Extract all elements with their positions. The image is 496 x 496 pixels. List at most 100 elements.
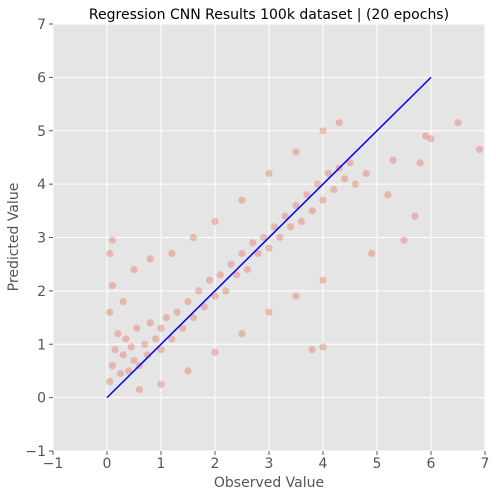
scatter-point [119, 351, 127, 359]
scatter-point [125, 367, 133, 375]
scatter-point [152, 335, 160, 343]
scatter-point [416, 159, 424, 167]
scatter-point [265, 244, 273, 252]
y-tick-label: 7 [37, 17, 46, 33]
scatter-point [130, 356, 138, 364]
scatter-point [319, 276, 327, 284]
scatter-point [319, 343, 327, 351]
scatter-point [292, 201, 300, 210]
x-tick-label: −1 [43, 456, 64, 472]
data-points [106, 119, 484, 394]
scatter-point [243, 265, 251, 274]
scatter-point [319, 196, 327, 204]
y-tick-label: −1 [25, 444, 46, 460]
scatter-point [335, 119, 343, 127]
scatter-point [454, 119, 462, 127]
scatter-point [238, 196, 246, 204]
scatter-point [108, 281, 116, 290]
x-tick-label: 1 [157, 456, 166, 472]
scatter-point [368, 249, 376, 258]
scatter-point [119, 298, 127, 306]
y-tick-label: 3 [37, 231, 46, 247]
scatter-point [111, 346, 119, 354]
scatter-point [195, 287, 203, 295]
scatter-point [114, 330, 122, 338]
y-tick-label: 2 [37, 284, 46, 300]
scatter-point [116, 370, 125, 378]
x-tick-label: 5 [373, 456, 382, 472]
scatter-point [135, 386, 143, 394]
scatter-point [179, 324, 187, 332]
scatter-point [384, 191, 392, 199]
scatter-point [297, 217, 305, 226]
scatter-point [122, 335, 130, 343]
x-tick-label: 7 [481, 456, 490, 472]
scatter-point [133, 324, 141, 332]
y-tick-label: 1 [37, 337, 46, 353]
scatter-point [157, 380, 165, 388]
scatter-point [130, 265, 138, 274]
scatter-point [276, 233, 284, 242]
scatter-point [146, 319, 154, 327]
scatter-point [287, 223, 295, 231]
x-axis-label: Observed Value [214, 475, 324, 491]
y-axis-label: Predicted Value [6, 183, 22, 292]
scatter-point [173, 308, 181, 316]
scatter-point [222, 287, 230, 295]
scatter-point [265, 169, 273, 177]
gridlines [52, 23, 486, 452]
scatter-point [216, 271, 224, 279]
scatter-point [308, 207, 316, 215]
scatter-point [157, 324, 165, 332]
scatter-point [260, 233, 268, 242]
x-axis-ticks: −1 0 1 2 3 4 5 6 7 [43, 451, 490, 472]
scatter-point [189, 314, 197, 322]
scatter-point [427, 135, 435, 143]
x-tick-label: 2 [211, 456, 220, 472]
scatter-point [254, 249, 262, 258]
x-tick-label: 0 [103, 456, 112, 472]
scatter-point [211, 217, 219, 226]
scatter-point [346, 159, 354, 167]
scatter-point [270, 223, 278, 231]
scatter-point [162, 314, 170, 322]
x-tick-label: 6 [427, 456, 436, 472]
scatter-point [422, 132, 430, 140]
scatter-point [411, 212, 419, 220]
scatter-point [308, 346, 316, 354]
scatter-point [319, 127, 327, 135]
scatter-point [106, 378, 114, 386]
scatter-point [211, 292, 219, 300]
scatter-point [211, 348, 219, 356]
scatter-point [146, 255, 154, 263]
x-tick-label: 3 [265, 456, 274, 472]
scatter-point [292, 148, 300, 156]
scatter-point [281, 212, 289, 220]
scatter-point [108, 362, 116, 370]
scatter-point [400, 236, 408, 244]
y-tick-label: 6 [37, 70, 46, 86]
scatter-point [314, 180, 322, 188]
y-tick-label: 5 [37, 124, 46, 140]
scatter-point [189, 233, 197, 242]
scatter-point [227, 260, 235, 268]
scatter-point [362, 169, 370, 177]
scatter-point [249, 239, 257, 247]
scatter-point [200, 303, 208, 311]
scatter-point [141, 340, 149, 348]
scatter-point [108, 236, 116, 244]
identity-line [106, 76, 432, 399]
y-tick-label: 0 [37, 391, 46, 407]
scatter-point [106, 249, 114, 258]
scatter-point [324, 169, 332, 177]
scatter-point [233, 271, 241, 279]
y-tick-label: 4 [37, 177, 46, 193]
scatter-point [184, 298, 192, 306]
scatter-point [238, 249, 246, 258]
scatter-point [292, 292, 300, 300]
scatter-point [184, 367, 192, 375]
scatter-point [389, 156, 397, 164]
x-tick-label: 4 [319, 456, 328, 472]
scatter-point [168, 249, 176, 258]
